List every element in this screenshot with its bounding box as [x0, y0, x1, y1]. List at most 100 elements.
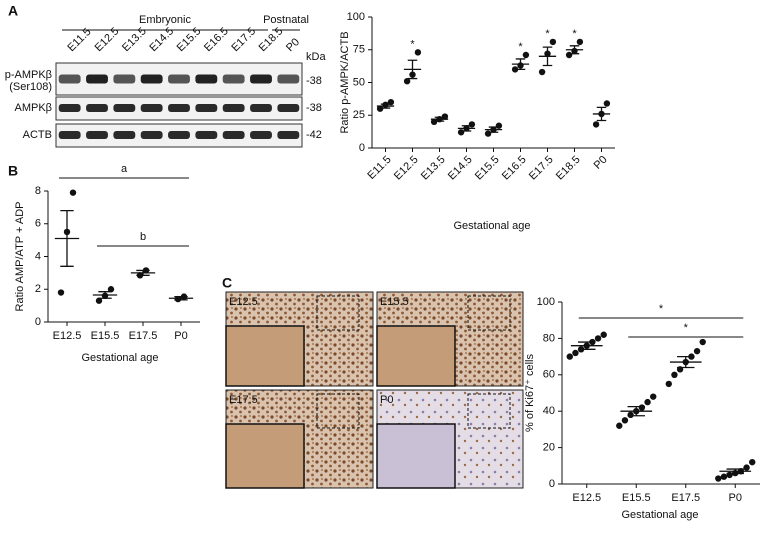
band — [58, 131, 81, 139]
kda-marker: -38 — [306, 75, 322, 87]
x-tick-label: E16.5 — [500, 154, 529, 183]
micrograph-label: E17.5 — [229, 394, 258, 406]
data-point — [594, 335, 602, 342]
band — [58, 104, 81, 112]
significance-label: * — [545, 28, 550, 40]
error-bar — [98, 291, 112, 299]
data-point — [511, 66, 519, 73]
band — [222, 131, 245, 139]
x-tick-label: E15.5 — [622, 492, 651, 504]
error-bar — [434, 116, 445, 122]
y-tick-label: 4 — [35, 250, 41, 262]
significance-label: * — [410, 38, 415, 50]
data-point — [715, 475, 722, 482]
x-tick-label: E17.5 — [671, 492, 700, 504]
error-bar — [515, 58, 526, 71]
x-tick-label: E15.5 — [473, 154, 502, 183]
error-bar — [726, 468, 744, 475]
band — [113, 104, 136, 112]
x-tick-label: E11.5 — [365, 154, 393, 182]
data-point — [638, 404, 646, 411]
error-bar — [488, 126, 499, 133]
y-axis-label: % of Ki67⁺ cells — [524, 354, 536, 432]
error-bar — [596, 106, 607, 122]
x-axis-label: Gestational age — [81, 352, 158, 364]
error-bar — [60, 210, 74, 267]
error-bar — [136, 269, 150, 276]
data-point — [430, 118, 438, 126]
y-tick-label: 8 — [35, 185, 41, 197]
y-tick-label: 0 — [359, 142, 365, 154]
band — [168, 131, 190, 139]
band — [86, 104, 108, 112]
x-tick-label: P0 — [592, 154, 610, 172]
data-point — [627, 411, 634, 419]
band — [277, 104, 300, 112]
data-point — [699, 338, 706, 346]
error-bar — [677, 355, 695, 369]
data-point — [720, 473, 728, 480]
y-tick-label: 25 — [353, 109, 365, 121]
data-point — [414, 49, 422, 56]
band — [58, 74, 81, 84]
y-tick-label: 100 — [537, 296, 555, 308]
panel-label: C — [222, 275, 232, 291]
inset — [376, 325, 456, 387]
band — [140, 74, 163, 84]
significance-label: * — [572, 28, 577, 40]
band — [86, 74, 108, 84]
x-tick-label: E12.5 — [53, 330, 82, 342]
data-point — [376, 105, 384, 112]
group-label: Postnatal — [263, 14, 309, 26]
zoom-box — [316, 393, 360, 429]
band — [195, 131, 218, 139]
band — [250, 104, 272, 112]
kda-marker: -38 — [306, 102, 322, 114]
zoom-box — [316, 295, 360, 331]
inset — [225, 325, 305, 387]
panel-label: A — [8, 3, 18, 19]
band — [113, 131, 136, 139]
error-bar — [578, 341, 596, 350]
band — [222, 74, 245, 84]
x-tick-label: E14.5 — [446, 154, 475, 183]
data-point — [174, 295, 182, 303]
data-point — [468, 121, 476, 128]
data-point — [576, 38, 584, 46]
kda-marker: -42 — [306, 129, 322, 141]
data-point — [484, 130, 492, 137]
y-tick-label: 20 — [543, 442, 555, 454]
data-point — [650, 393, 657, 400]
x-tick-label: P0 — [729, 492, 742, 504]
band — [168, 104, 190, 112]
zoom-box — [467, 393, 511, 429]
error-bar — [380, 103, 391, 109]
y-axis-label: Ratio p-AMPK/ACTB — [339, 31, 351, 133]
error-bar — [174, 295, 188, 301]
y-tick-label: 6 — [35, 218, 41, 230]
data-point — [57, 289, 65, 296]
data-point — [566, 353, 573, 360]
unit-label: kDa — [306, 51, 326, 63]
band — [277, 131, 300, 139]
bracket-label: * — [659, 303, 664, 315]
data-point — [749, 458, 756, 466]
y-tick-label: 100 — [347, 11, 365, 23]
y-axis-label: Ratio AMP/ATP + ADP — [14, 202, 26, 312]
data-point — [403, 77, 411, 85]
data-point — [107, 286, 115, 293]
data-point — [572, 349, 579, 357]
error-bar — [627, 406, 645, 417]
y-tick-label: 40 — [543, 405, 555, 417]
band — [195, 74, 218, 84]
band — [140, 131, 163, 139]
error-bar — [461, 125, 472, 132]
x-tick-label: E13.5 — [419, 154, 448, 183]
band — [250, 131, 272, 139]
band — [250, 74, 272, 84]
data-point — [549, 38, 557, 46]
band — [195, 104, 218, 112]
error-bar — [542, 46, 553, 67]
group-label: Embryonic — [139, 14, 191, 26]
